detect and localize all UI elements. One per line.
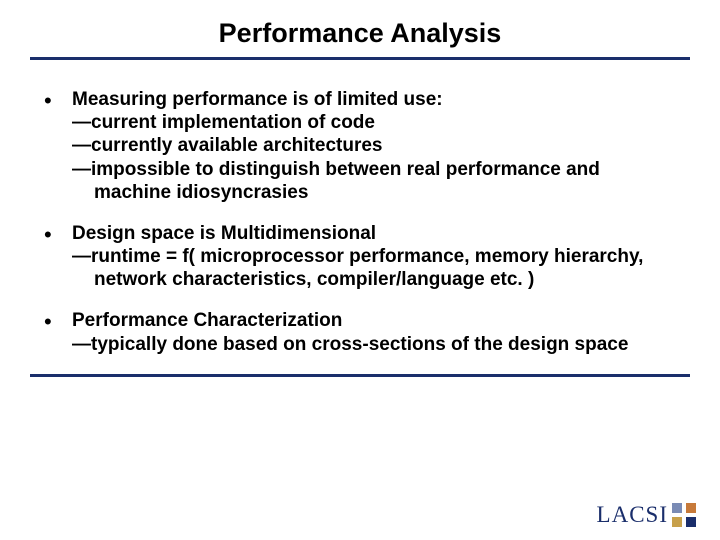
- bullet-3: • Performance Characterization —typicall…: [38, 309, 682, 355]
- logo: LACSI: [597, 502, 696, 528]
- bullet-lead: Performance Characterization: [72, 309, 682, 332]
- bullet-body: Design space is Multidimensional —runtim…: [72, 222, 682, 292]
- bullet-lead: Measuring performance is of limited use:: [72, 88, 682, 111]
- bullet-dot-icon: •: [38, 88, 72, 112]
- bullet-dot-icon: •: [38, 222, 72, 246]
- bullet-sub: —currently available architectures: [72, 134, 682, 157]
- logo-mark-icon: [672, 503, 696, 527]
- slide: Performance Analysis • Measuring perform…: [0, 0, 720, 540]
- logo-text: LACSI: [597, 502, 668, 528]
- bullet-2: • Design space is Multidimensional —runt…: [38, 222, 682, 292]
- bullet-1: • Measuring performance is of limited us…: [38, 88, 682, 204]
- slide-title: Performance Analysis: [30, 18, 690, 49]
- bullet-body: Performance Characterization —typically …: [72, 309, 682, 355]
- bullet-sub: —typically done based on cross-sections …: [72, 333, 682, 356]
- bullet-body: Measuring performance is of limited use:…: [72, 88, 682, 204]
- bullet-lead: Design space is Multidimensional: [72, 222, 682, 245]
- content-area: • Measuring performance is of limited us…: [30, 88, 690, 356]
- rule-top: [30, 57, 690, 60]
- bullet-dot-icon: •: [38, 309, 72, 333]
- bullet-sub: —current implementation of code: [72, 111, 682, 134]
- rule-bottom: [30, 374, 690, 377]
- bullet-sub: —impossible to distinguish between real …: [72, 158, 682, 204]
- bullet-sub: —runtime = f( microprocessor performance…: [72, 245, 682, 291]
